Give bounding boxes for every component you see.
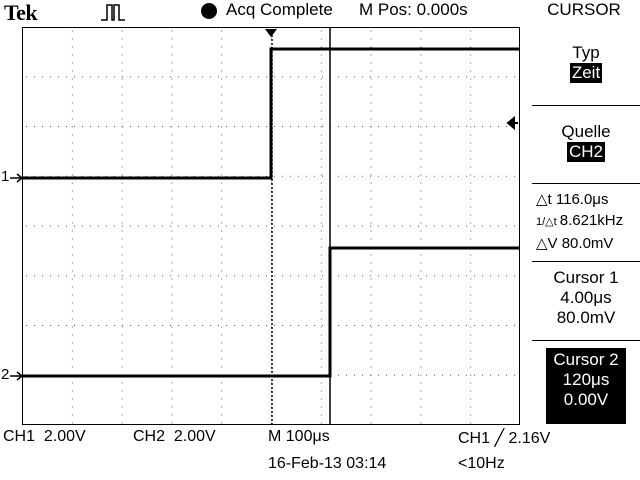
- cursor-measurements: △t 116.0μs 1/△t 8.621kHz △V 80.0mV: [532, 189, 640, 254]
- quelle-label: Quelle: [561, 122, 611, 141]
- typ-label: Typ: [572, 43, 600, 62]
- graticule-grid: [26, 30, 515, 424]
- status-bar: Tek Acq Complete M Pos: 0.000s CURSOR: [0, 0, 640, 26]
- typ-menu-button[interactable]: Typ Zeit: [532, 43, 640, 83]
- cursor-1-menu-button[interactable]: Cursor 1 4.00μs 80.0mV: [532, 268, 640, 328]
- ch1-scale: CH1 2.00V: [3, 428, 86, 445]
- delta-v-readout: △V 80.0mV: [536, 235, 614, 252]
- typ-value: Zeit: [569, 63, 603, 83]
- brand-logo: Tek: [4, 0, 38, 25]
- trigger-position-marker-icon: [265, 29, 277, 37]
- delta-t-readout: △t 116.0μs: [536, 191, 609, 208]
- cursor-1-volt: 80.0mV: [556, 308, 616, 327]
- trigger-readout: CH1 ╱ 2.16V: [458, 430, 551, 447]
- acq-status-text: Acq Complete: [226, 0, 333, 19]
- waveform-display[interactable]: [22, 27, 520, 425]
- quelle-value: CH2: [566, 142, 605, 162]
- cursor-menu: Typ Zeit Quelle CH2 △t 116.0μs 1/△t 8.62…: [532, 27, 640, 425]
- cursor-2-label: Cursor 2: [553, 350, 619, 369]
- cursor-2-time: 120μs: [562, 370, 610, 389]
- ch1-ground-marker[interactable]: 1: [1, 168, 10, 185]
- quelle-menu-button[interactable]: Quelle CH2: [532, 122, 640, 162]
- bottom-readouts: CH1 2.00V CH2 2.00V M 100μs CH1 ╱ 2.16V …: [0, 426, 640, 480]
- m-pos-readout: M Pos: 0.000s: [359, 0, 468, 19]
- cursor-1-label: Cursor 1: [553, 268, 619, 287]
- cursor-1-time: 4.00μs: [560, 288, 612, 307]
- trigger-level-marker-icon: [506, 115, 518, 131]
- delta-t-icon: △t: [536, 191, 556, 208]
- ch1-marker-arrow-icon: [10, 173, 22, 183]
- delta-v-icon: △V: [536, 235, 562, 252]
- ch1-trace: [22, 47, 520, 180]
- timebase-readout: M 100μs: [268, 428, 330, 445]
- acq-status-dot-icon: [201, 3, 217, 19]
- cursor-2-menu-button[interactable]: Cursor 2 120μs 0.00V: [546, 348, 626, 424]
- ch2-scale: CH2 2.00V: [133, 428, 216, 445]
- cursor-2-volt: 0.00V: [563, 390, 609, 409]
- date-time: 16-Feb-13 03:14: [268, 455, 387, 472]
- inverse-delta-t-icon: 1/△t: [536, 216, 560, 228]
- ch2-marker-arrow-icon: [10, 371, 22, 381]
- trigger-frequency: <10Hz: [458, 455, 505, 472]
- menu-title: CURSOR: [547, 0, 621, 19]
- pulse-icon: [101, 4, 125, 21]
- inverse-delta-t-readout: 1/△t 8.621kHz: [536, 212, 624, 229]
- ch2-ground-marker[interactable]: 2: [1, 366, 10, 383]
